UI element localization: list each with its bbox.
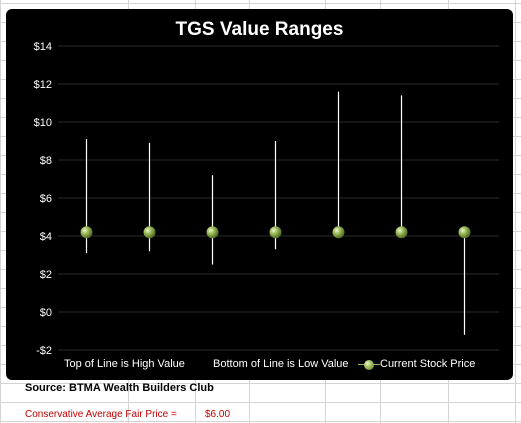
chart-title: TGS Value Ranges: [175, 19, 344, 40]
chart-area[interactable]: -$2 $0 $2 $4 $6 $8 $10 $12 $14 TGS Value Ranges …: [6, 9, 513, 380]
legend: Top of Line is High Value Bottom of Line…: [6, 356, 513, 376]
y-tick-label: $2: [40, 269, 52, 281]
y-tick-label: $8: [40, 155, 52, 167]
current-price-marker: [80, 226, 93, 239]
legend-item-current-price: Current Stock Price: [380, 358, 476, 370]
current-price-marker: [206, 226, 219, 239]
y-tick-label: $4: [40, 231, 52, 243]
y-tick-label: $6: [40, 193, 52, 205]
y-tick-label: $14: [34, 41, 52, 53]
y-tick-label: $12: [34, 79, 52, 91]
plot-area: -$2 $0 $2 $4 $6 $8 $10 $12 $14: [34, 41, 499, 357]
source-note: Source: BTMA Wealth Builders Club: [25, 382, 214, 394]
current-price-marker: [395, 226, 408, 239]
fair-price-label: Conservative Average Fair Price =: [25, 409, 177, 420]
current-price-marker: [332, 226, 345, 239]
current-price-marker: [143, 226, 156, 239]
current-price-marker: [458, 226, 471, 239]
fair-price-value: $6.00: [205, 409, 231, 420]
y-tick-label: -$2: [36, 345, 52, 357]
current-price-marker: [269, 226, 282, 239]
legend-item-low: Bottom of Line is Low Value: [213, 358, 349, 370]
legend-marker-current-price-icon: [358, 358, 380, 372]
legend-item-high: Top of Line is High Value: [64, 358, 185, 370]
y-tick-label: $0: [40, 307, 52, 319]
y-tick-label: $10: [34, 117, 52, 129]
